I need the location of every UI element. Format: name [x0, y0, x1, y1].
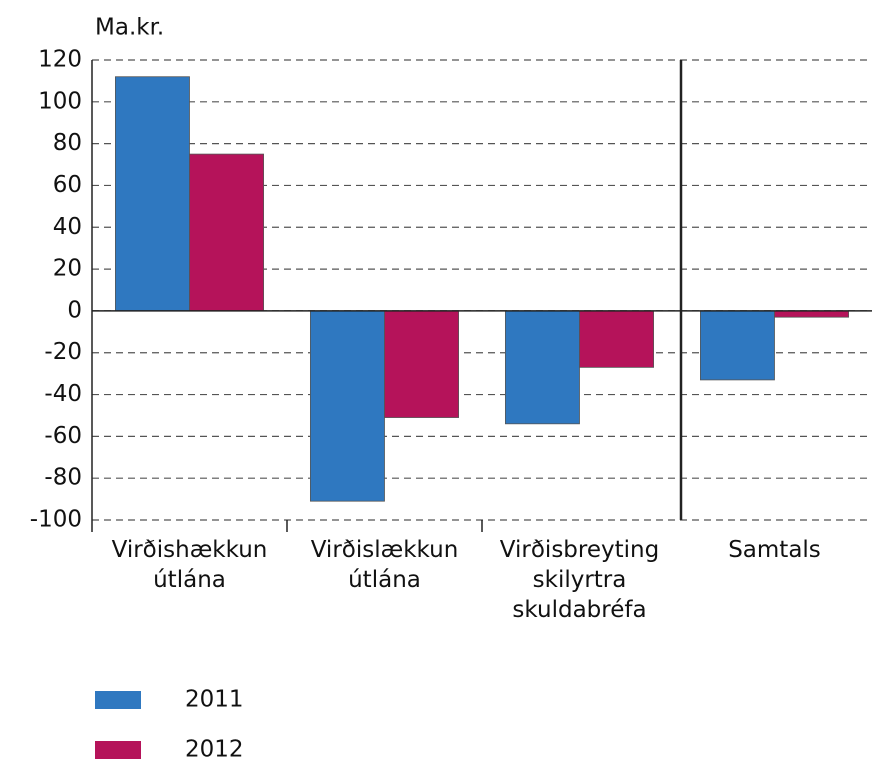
legend-label: 2012	[185, 737, 244, 763]
x-tick-label: Virðisbreyting skilyrtra skuldabréfa	[500, 537, 659, 623]
y-tick-label: -20	[44, 339, 82, 365]
legend-swatch	[95, 691, 141, 709]
y-tick-label: 40	[53, 214, 82, 240]
y-tick-label: 120	[38, 47, 82, 73]
bar	[189, 153, 264, 312]
x-tick-label-line: Virðishækkun	[112, 537, 268, 563]
x-tick-label-line: útlána	[348, 567, 421, 593]
bar	[700, 310, 775, 381]
bar	[115, 76, 190, 312]
y-tick-label: 20	[53, 256, 82, 282]
y-axis-label: Ma.kr.	[95, 15, 164, 41]
y-tick-label: -60	[44, 423, 82, 449]
y-tick-label: 100	[38, 88, 82, 114]
y-tick-label: -100	[30, 507, 82, 533]
x-tick-label-line: Virðisbreyting	[500, 537, 659, 563]
bar	[504, 310, 580, 425]
bar	[384, 310, 459, 418]
legend-swatch	[95, 741, 141, 759]
legend-label: 2011	[185, 687, 244, 713]
x-tick-label-line: Virðislækkun	[311, 537, 459, 563]
x-tick-label: Virðislækkun útlána	[311, 537, 459, 593]
bar	[579, 310, 654, 368]
x-tick-label-line: útlána	[153, 567, 226, 593]
bar	[309, 310, 385, 502]
y-tick-label: 60	[53, 172, 82, 198]
y-tick-label: 0	[67, 297, 82, 323]
x-tick-label-line: skilyrtra	[533, 567, 627, 593]
y-tick-label: -40	[44, 381, 82, 407]
x-tick-label: Virðishækkun útlána	[112, 537, 268, 593]
y-tick-label: -80	[44, 465, 82, 491]
x-tick-label-line: Samtals	[728, 537, 821, 563]
y-tick-label: 80	[53, 130, 82, 156]
x-tick-label-line: skuldabréfa	[512, 597, 646, 623]
x-tick-label: Samtals	[728, 537, 821, 563]
bar	[774, 310, 849, 318]
